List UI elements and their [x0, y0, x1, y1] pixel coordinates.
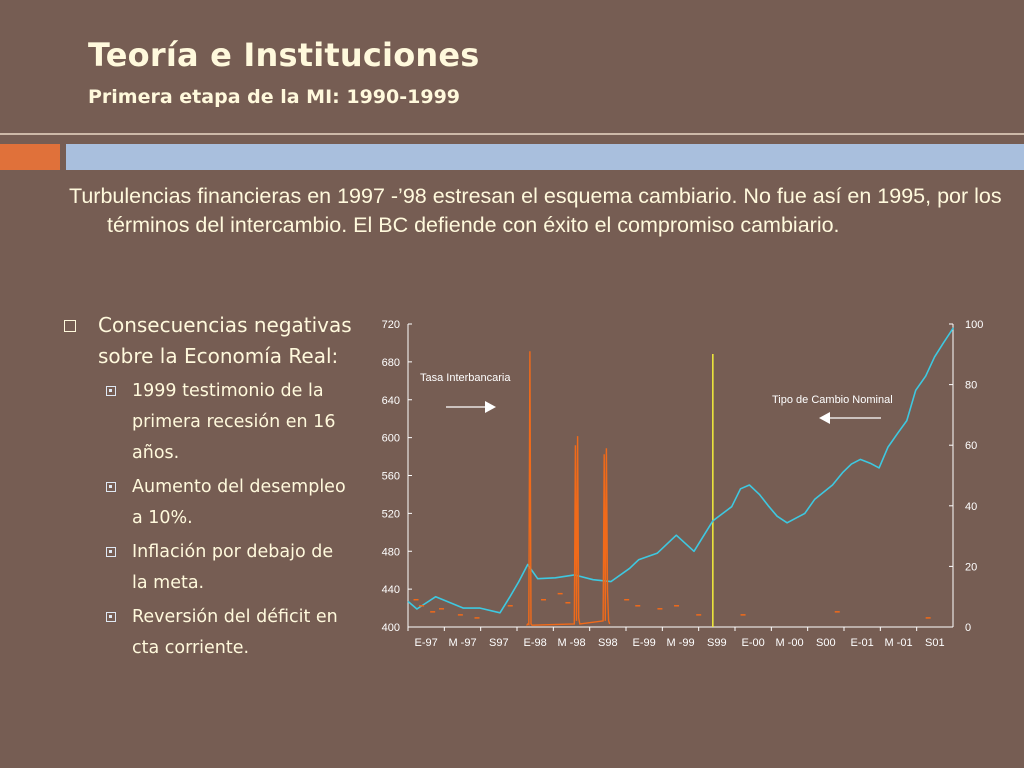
y-left-tick-label: 720: [382, 319, 400, 331]
x-tick-label: E-99: [633, 637, 656, 649]
series-line-interbank-rate: [526, 351, 611, 626]
x-tick-label: S97: [489, 637, 509, 649]
x-tick-label: M -97: [448, 637, 476, 649]
slide-subtitle: Primera etapa de la MI: 1990-1999: [88, 86, 461, 108]
sub-bullet: Reversión del déficit en cta corriente.: [62, 602, 352, 664]
intro-paragraph: Turbulencias financieras en 1997 -’98 es…: [69, 184, 1002, 237]
y-left-tick-label: 680: [382, 357, 400, 369]
bullet-main-text: Consecuencias negativas sobre la Economí…: [98, 313, 352, 368]
y-left-tick-label: 520: [382, 508, 400, 520]
bullet-list: Consecuencias negativas sobre la Economí…: [62, 310, 352, 667]
x-tick-label: M -01: [884, 637, 912, 649]
sub-bullet: Inflación por debajo de la meta.: [62, 537, 352, 599]
y-left-tick-label: 440: [382, 584, 400, 596]
x-tick-label: E-00: [742, 637, 765, 649]
sub-bullet-text: Reversión del déficit en cta corriente.: [132, 607, 338, 658]
y-left-tick-label: 640: [382, 395, 400, 407]
square-dot-bullet-icon: [106, 612, 116, 622]
sub-bullet: 1999 testimonio de la primera recesión e…: [62, 376, 352, 469]
y-right-tick-label: 100: [965, 319, 983, 331]
square-dot-bullet-icon: [106, 482, 116, 492]
arrow-left-icon: [819, 412, 830, 424]
square-bullet-icon: [64, 320, 76, 332]
y-right-tick-label: 60: [965, 440, 977, 452]
x-tick-label: S01: [925, 637, 945, 649]
sub-bullet-text: 1999 testimonio de la primera recesión e…: [132, 381, 336, 463]
sub-bullet: Aumento del desempleo a 10%.: [62, 472, 352, 534]
slide-title: Teoría e Instituciones: [88, 36, 480, 74]
y-right-tick-label: 0: [965, 622, 971, 634]
y-left-tick-label: 600: [382, 433, 400, 445]
x-tick-label: E-97: [415, 637, 438, 649]
y-left-tick-label: 400: [382, 622, 400, 634]
x-tick-label: M -99: [666, 637, 694, 649]
arrow-right-icon: [485, 401, 496, 413]
accent-bar-blue: [66, 144, 1024, 170]
y-left-tick-label: 480: [382, 546, 400, 558]
y-right-tick-label: 20: [965, 561, 977, 573]
y-right-tick-label: 40: [965, 501, 977, 513]
y-right-tick-label: 80: [965, 380, 977, 392]
sub-bullet-text: Inflación por debajo de la meta.: [132, 542, 334, 593]
accent-bar-orange: [0, 144, 60, 170]
x-tick-label: S00: [816, 637, 836, 649]
annotation-interbank: Tasa Interbancaria: [420, 372, 511, 384]
series-line-exchange-rate: [407, 327, 955, 614]
y-left-tick-label: 560: [382, 471, 400, 483]
x-tick-label: M -00: [775, 637, 803, 649]
x-tick-label: M -98: [557, 637, 585, 649]
sub-bullet-text: Aumento del desempleo a 10%.: [132, 477, 346, 528]
x-tick-label: S99: [707, 637, 727, 649]
x-tick-label: E-01: [851, 637, 874, 649]
square-dot-bullet-icon: [106, 386, 116, 396]
annotation-exchange-rate: Tipo de Cambio Nominal: [772, 394, 893, 406]
exchange-rate-chart: 720 680 640 600 560 520 480 440 400 100 80 60 40 20 0 E…: [382, 319, 984, 649]
square-dot-bullet-icon: [106, 547, 116, 557]
header-divider-line: [0, 133, 1024, 135]
bullet-main: Consecuencias negativas sobre la Economí…: [62, 310, 352, 372]
x-tick-label: E-98: [524, 637, 547, 649]
x-tick-label: S98: [598, 637, 618, 649]
